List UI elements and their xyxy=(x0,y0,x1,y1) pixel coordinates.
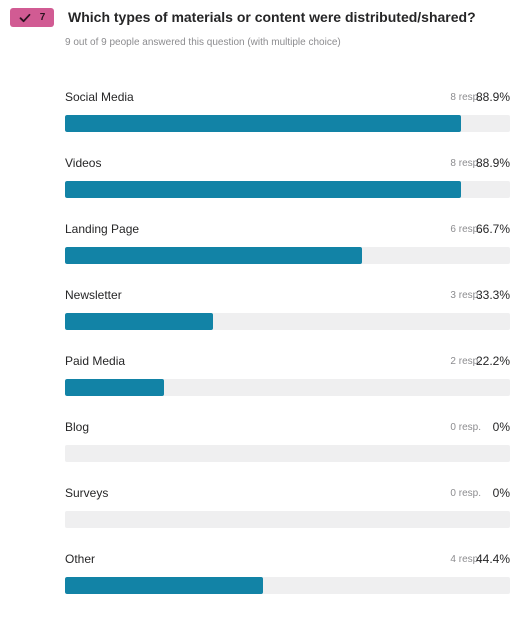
option-percentage: 33.3% xyxy=(475,288,510,302)
option-label: Videos xyxy=(65,156,102,170)
check-icon xyxy=(19,13,31,22)
option-response-count: 2 resp. xyxy=(450,356,481,367)
option-label: Newsletter xyxy=(65,288,122,302)
answer-option: Blog 0 resp. 0% xyxy=(65,419,510,485)
option-bar-fill xyxy=(65,181,461,198)
option-bar-track xyxy=(65,115,510,132)
question-header: 7 Which types of materials or content we… xyxy=(10,8,502,30)
option-bar-fill xyxy=(65,247,362,264)
question-number-badge[interactable]: 7 xyxy=(10,8,54,27)
option-label: Surveys xyxy=(65,486,109,500)
answer-options-list: Social Media 8 resp. 88.9% Videos 8 resp… xyxy=(65,89,510,617)
answer-option: Newsletter 3 resp. 33.3% xyxy=(65,287,510,353)
question-number: 7 xyxy=(39,11,46,23)
answer-option: Videos 8 resp. 88.9% xyxy=(65,155,510,221)
option-percentage: 88.9% xyxy=(475,156,510,170)
option-bar-fill xyxy=(65,313,214,330)
option-label: Landing Page xyxy=(65,222,140,236)
answer-option: Other 4 resp. 44.4% xyxy=(65,551,510,617)
response-summary: 9 out of 9 people answered this question… xyxy=(65,37,341,48)
answer-option: Paid Media 2 resp. 22.2% xyxy=(65,353,510,419)
option-bar-track xyxy=(65,511,510,528)
option-percentage: 88.9% xyxy=(475,90,510,104)
option-percentage: 0% xyxy=(492,420,510,434)
option-response-count: 0 resp. xyxy=(450,422,481,433)
option-bar-fill xyxy=(65,379,164,396)
answer-option: Landing Page 6 resp. 66.7% xyxy=(65,221,510,287)
option-bar-track xyxy=(65,247,510,264)
option-bar-track xyxy=(65,577,510,594)
option-percentage: 22.2% xyxy=(475,354,510,368)
option-label: Social Media xyxy=(65,90,134,104)
option-label: Paid Media xyxy=(65,354,126,368)
option-bar-fill xyxy=(65,115,461,132)
option-bar-track xyxy=(65,181,510,198)
answer-option: Surveys 0 resp. 0% xyxy=(65,485,510,551)
option-percentage: 44.4% xyxy=(475,552,510,566)
option-percentage: 0% xyxy=(492,486,510,500)
option-percentage: 66.7% xyxy=(475,222,510,236)
option-bar-fill xyxy=(65,577,263,594)
option-response-count: 8 resp. xyxy=(450,158,481,169)
option-response-count: 4 resp. xyxy=(450,554,481,565)
option-bar-track xyxy=(65,445,510,462)
option-label: Other xyxy=(65,552,96,566)
question-title: Which types of materials or content were… xyxy=(68,9,476,25)
option-response-count: 0 resp. xyxy=(450,488,481,499)
answer-option: Social Media 8 resp. 88.9% xyxy=(65,89,510,155)
option-bar-track xyxy=(65,313,510,330)
option-response-count: 6 resp. xyxy=(450,224,481,235)
option-response-count: 8 resp. xyxy=(450,92,481,103)
option-bar-track xyxy=(65,379,510,396)
option-response-count: 3 resp. xyxy=(450,290,481,301)
option-label: Blog xyxy=(65,420,90,434)
